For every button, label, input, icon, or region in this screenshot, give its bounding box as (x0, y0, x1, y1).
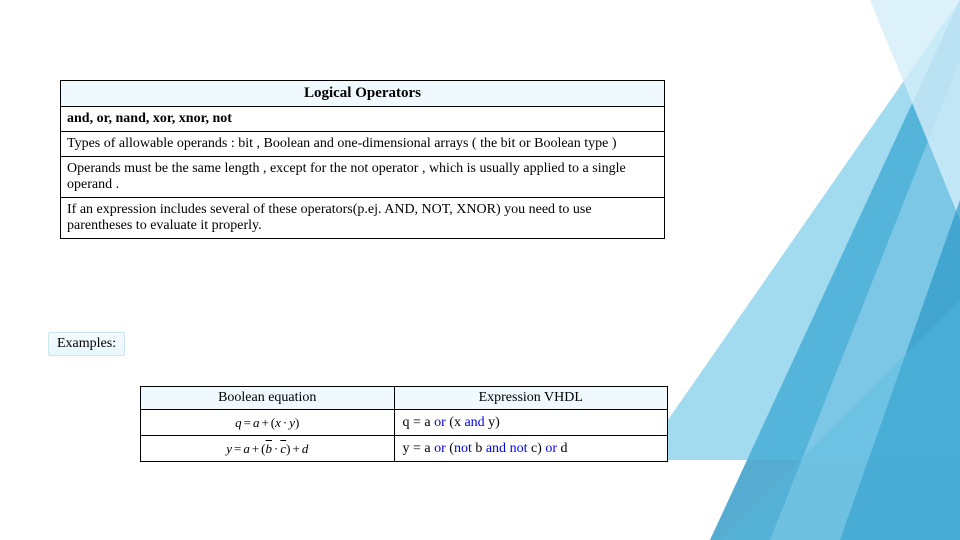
equation-cell: q=a+(x·y) (141, 410, 395, 436)
table1-title: Logical Operators (61, 81, 665, 107)
table2-row: q=a+(x·y)q = a or (x and y) (141, 410, 668, 436)
examples-label: Examples: (48, 332, 125, 356)
vhdl-cell: q = a or (x and y) (394, 410, 668, 436)
logical-operators-table: Logical Operators and, or, nand, xor, xn… (60, 80, 665, 239)
table2-header-vhdl: Expression VHDL (394, 387, 668, 410)
table1-row: Types of allowable operands : bit , Bool… (61, 132, 665, 157)
table1-row: Operands must be the same length , excep… (61, 157, 665, 198)
equation-cell: y=a+(b·c)+d (141, 436, 395, 462)
table1-row: and, or, nand, xor, xnor, not (61, 107, 665, 132)
table2-header-equation: Boolean equation (141, 387, 395, 410)
table1-row: If an expression includes several of the… (61, 198, 665, 239)
examples-table: Boolean equation Expression VHDL q=a+(x·… (140, 386, 668, 462)
table2-row: y=a+(b·c)+dy = a or (not b and not c) or… (141, 436, 668, 462)
vhdl-cell: y = a or (not b and not c) or d (394, 436, 668, 462)
slide: Logical Operators and, or, nand, xor, xn… (0, 0, 960, 540)
